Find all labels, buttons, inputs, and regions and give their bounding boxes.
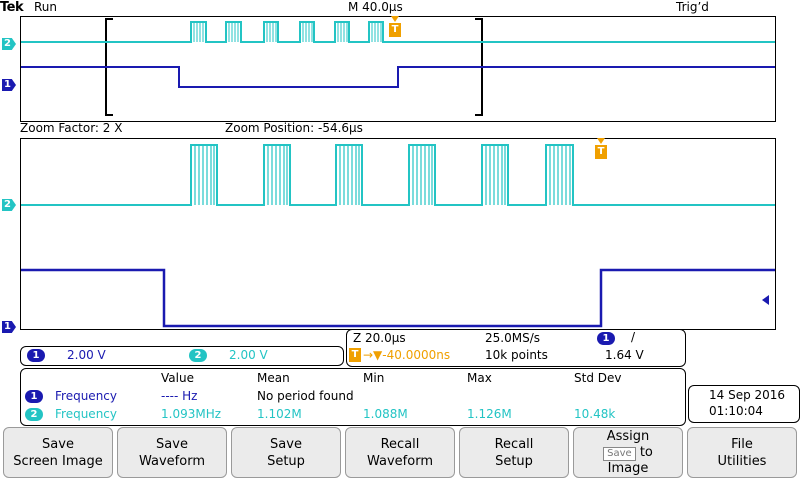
trigger-level-marker-icon — [762, 295, 769, 305]
softkey-label: Assign — [606, 428, 650, 444]
measurement-panel: Value Mean Min Max Std Dev 1 Frequency -… — [20, 368, 686, 426]
channel-scale-panel: 1 2.00 V 2 2.00 V — [20, 346, 344, 366]
assign-save-button[interactable]: Assign Save to Image — [573, 427, 683, 478]
save-waveform-button[interactable]: Save Waveform — [117, 427, 227, 478]
measure-row2-stddev: 10.48k — [574, 407, 616, 421]
zoom-ch1-marker[interactable]: 1 — [2, 321, 16, 333]
overview-ch1-marker[interactable]: 1 — [2, 79, 16, 91]
softkey-label: Utilities — [717, 453, 767, 469]
measure-row2-channel-badge[interactable]: 2 — [25, 408, 43, 421]
save-key-icon: Save — [603, 446, 636, 461]
date-time-panel: 14 Sep 2016 01:10:04 — [688, 385, 800, 423]
record-length: 10k points — [485, 348, 548, 362]
trigger-position-icon: T — [349, 348, 361, 362]
ch1-scale-badge[interactable]: 1 — [27, 349, 45, 362]
measure-row2-name: Frequency — [55, 407, 117, 421]
softkey-label: Setup — [267, 453, 305, 469]
softkey-label: to — [639, 444, 653, 460]
trigger-status: Trig’d — [676, 0, 709, 14]
measure-row2-mean: 1.102M — [257, 407, 302, 421]
overview-trigger-marker[interactable]: T — [389, 23, 401, 37]
save-screen-image-button[interactable]: Save Screen Image — [3, 427, 113, 478]
measure-header-mean: Mean — [257, 371, 290, 385]
measure-row1-name: Frequency — [55, 389, 117, 403]
softkey-label: Save — [270, 436, 302, 452]
measure-row1-mean: No period found — [257, 389, 354, 403]
softkey-label: Save — [156, 436, 188, 452]
overview-trigger-arrow-icon — [391, 16, 399, 22]
measure-header-min: Min — [363, 371, 385, 385]
overview-traces — [21, 18, 775, 116]
zoom-timebase: Z 20.0µs — [353, 331, 406, 345]
main-timebase-readout: M 40.0µs — [348, 0, 403, 14]
softkey-bar: Save Screen Image Save Waveform Save Set… — [0, 426, 800, 480]
zoom-factor-readout: Zoom Factor: 2 X — [20, 121, 123, 135]
softkey-label: Waveform — [367, 453, 433, 469]
date: 14 Sep 2016 — [709, 388, 786, 402]
measure-header-stddev: Std Dev — [574, 371, 622, 385]
softkey-label: Save — [42, 436, 74, 452]
ch2-scale-value: 2.00 V — [229, 348, 268, 362]
trigger-source-badge[interactable]: 1 — [597, 332, 615, 345]
brand-logo: Tek — [0, 0, 24, 15]
overview-ch2-marker[interactable]: 2 — [2, 38, 16, 50]
trigger-level: 1.64 V — [605, 348, 644, 362]
softkey-label: Recall — [494, 436, 534, 452]
zoom-ch1-trace — [21, 268, 775, 328]
recall-setup-button[interactable]: Recall Setup — [459, 427, 569, 478]
softkey-label: File — [731, 436, 753, 452]
zoom-trigger-arrow-icon — [597, 138, 605, 144]
softkey-label: Image — [607, 460, 649, 476]
trigger-slope-icon: / — [631, 330, 636, 344]
timing-trigger-panel: Z 20.0µs 25.0MS/s 1 / T →▼-40.0000ns 10k… — [346, 329, 686, 367]
overview-ch1-trace — [21, 66, 775, 88]
ch1-scale-value: 2.00 V — [67, 348, 106, 362]
sample-rate: 25.0MS/s — [485, 331, 540, 345]
save-setup-button[interactable]: Save Setup — [231, 427, 341, 478]
softkey-label: Setup — [495, 453, 533, 469]
measure-row2-max: 1.126M — [467, 407, 512, 421]
time: 01:10:04 — [709, 404, 763, 418]
softkey-label: Waveform — [139, 453, 205, 469]
zoom-traces — [21, 144, 775, 328]
recall-waveform-button[interactable]: Recall Waveform — [345, 427, 455, 478]
measure-row2-value: 1.093MHz — [161, 407, 222, 421]
measure-row2-min: 1.088M — [363, 407, 408, 421]
zoom-ch2-trace — [21, 144, 775, 206]
zoom-position-readout: Zoom Position: -54.6µs — [225, 121, 363, 135]
trigger-position: →▼-40.0000ns — [363, 348, 451, 362]
softkey-label: Recall — [380, 436, 420, 452]
overview-ch2-trace — [21, 21, 775, 43]
measure-header-max: Max — [467, 371, 492, 385]
zoom-ch2-marker[interactable]: 2 — [2, 199, 16, 211]
zoom-trigger-marker[interactable]: T — [595, 145, 607, 159]
softkey-label: Screen Image — [13, 453, 103, 469]
acquisition-run-status: Run — [34, 0, 58, 14]
ch2-scale-badge[interactable]: 2 — [189, 349, 207, 362]
measure-header-value: Value — [161, 371, 194, 385]
zoom-waveform-window — [20, 138, 776, 330]
measure-row1-value: ---- Hz — [161, 389, 198, 403]
file-utilities-button[interactable]: File Utilities — [687, 427, 797, 478]
measure-row1-channel-badge[interactable]: 1 — [25, 390, 43, 403]
